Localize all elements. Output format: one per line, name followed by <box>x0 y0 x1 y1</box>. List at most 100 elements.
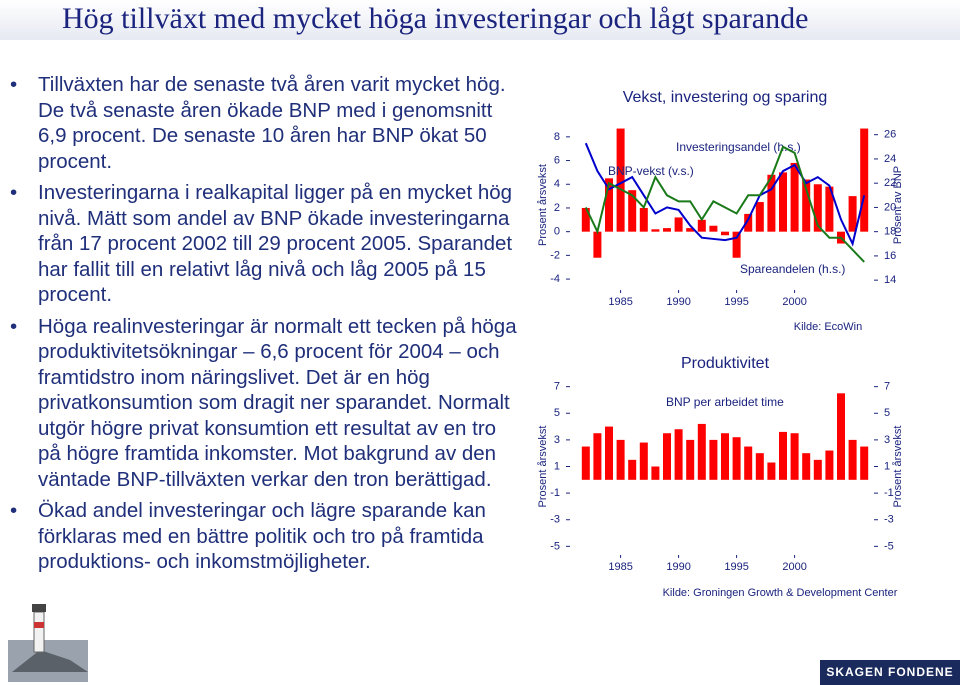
bar <box>721 433 729 480</box>
bar <box>790 433 799 480</box>
bar <box>651 229 660 232</box>
bar <box>593 433 602 480</box>
bar <box>744 213 753 232</box>
bar <box>848 439 857 480</box>
line <box>584 145 865 263</box>
y2-tick-label: 7 <box>884 381 890 393</box>
bar <box>802 179 811 232</box>
series-label: Spareandelen (h.s.) <box>740 262 845 276</box>
series-label: BNP-vekst (v.s.) <box>608 164 694 178</box>
y2-tick-label: 20 <box>884 201 896 213</box>
bar <box>744 446 753 480</box>
x-tick-label: 2000 <box>782 296 806 308</box>
bullet: Tillväxten har de senaste två åren varit… <box>10 72 520 174</box>
bar <box>593 231 602 258</box>
bar <box>767 462 776 480</box>
lamp <box>32 604 46 612</box>
bar <box>663 433 671 480</box>
bar <box>697 423 706 480</box>
bar <box>813 459 822 480</box>
bar <box>825 450 834 480</box>
y2-tick-label: -1 <box>884 487 894 499</box>
bar <box>779 172 787 232</box>
y-axis-label: Prosent årsvekst <box>537 164 549 246</box>
bar <box>605 178 613 232</box>
bar <box>825 186 834 232</box>
bar <box>732 231 741 258</box>
x-tick-label: 1990 <box>666 561 690 573</box>
x-tick-label: 1985 <box>608 296 632 308</box>
bar <box>639 442 648 480</box>
y-tick-label: -1 <box>550 487 560 499</box>
line <box>584 142 866 247</box>
y-tick-label: 3 <box>554 434 560 446</box>
bar <box>802 453 811 480</box>
y-tick-label: 1 <box>554 460 560 472</box>
chart-title: Vekst, investering og sparing <box>623 89 828 106</box>
y-tick-label: 7 <box>554 381 560 393</box>
bullet: Ökad andel investeringar och lägre spara… <box>10 498 520 575</box>
y2-tick-label: 14 <box>884 274 896 286</box>
bar <box>755 202 764 232</box>
bar <box>860 128 869 232</box>
y2-tick-label: 18 <box>884 226 896 238</box>
bar <box>709 225 718 232</box>
y2-tick-label: 16 <box>884 250 896 262</box>
bar <box>663 228 671 232</box>
bar <box>651 466 660 480</box>
bar <box>848 196 857 232</box>
y2-tick-label: 3 <box>884 434 890 446</box>
bar <box>860 446 869 480</box>
bar <box>837 393 845 480</box>
y-tick-label: 4 <box>554 178 560 190</box>
x-tick-label: 1990 <box>666 296 690 308</box>
bar <box>581 446 590 480</box>
y2-axis-label: Prosent årsvekst <box>892 426 904 508</box>
bar <box>732 437 741 480</box>
bar <box>674 429 683 480</box>
logo: SKAGEN FONDENE <box>826 665 953 679</box>
y2-tick-label: 1 <box>884 460 890 472</box>
slide-title: Hög tillväxt med mycket höga investering… <box>0 0 960 40</box>
bar <box>779 431 787 480</box>
y-tick-label: 8 <box>554 131 560 143</box>
y2-tick-label: 5 <box>884 407 890 419</box>
y-tick-label: -3 <box>550 514 560 526</box>
y2-tick-label: -3 <box>884 514 894 526</box>
series-label: Investeringsandel (h.s.) <box>676 140 801 154</box>
bar <box>674 217 683 232</box>
source: Kilde: Groningen Growth & Development Ce… <box>663 587 898 599</box>
bar <box>616 128 625 232</box>
bar <box>790 162 799 232</box>
bar <box>639 207 648 232</box>
tower <box>33 611 45 653</box>
x-tick-label: 2000 <box>782 561 806 573</box>
bullet: Investeringarna i realkapital ligger på … <box>10 180 520 308</box>
bar <box>767 174 776 232</box>
bar <box>697 219 706 232</box>
y-axis-label: Prosent årsvekst <box>537 426 549 508</box>
y2-axis-label: Prosent av BNP <box>892 166 904 244</box>
bullet-list: Tillväxten har de senaste två åren varit… <box>10 72 520 581</box>
y2-tick-label: 22 <box>884 177 896 189</box>
y-tick-label: 6 <box>554 154 560 166</box>
chart-title: Produktivitet <box>681 355 770 372</box>
lighthouse-picture <box>8 604 88 682</box>
y2-tick-label: 26 <box>884 129 896 141</box>
x-tick-label: 1995 <box>724 296 748 308</box>
y-tick-label: -5 <box>550 540 560 552</box>
tower-stripe <box>34 622 44 628</box>
bar <box>686 439 695 480</box>
bar <box>605 426 613 480</box>
bar <box>686 228 695 232</box>
bar <box>581 207 590 232</box>
y2-tick-label: -5 <box>884 540 894 552</box>
y-tick-label: 2 <box>554 202 560 214</box>
bar <box>628 190 637 232</box>
y-tick-label: 0 <box>554 226 560 238</box>
y-tick-label: -2 <box>550 249 560 261</box>
rock <box>12 650 88 672</box>
x-tick-label: 1985 <box>608 561 632 573</box>
